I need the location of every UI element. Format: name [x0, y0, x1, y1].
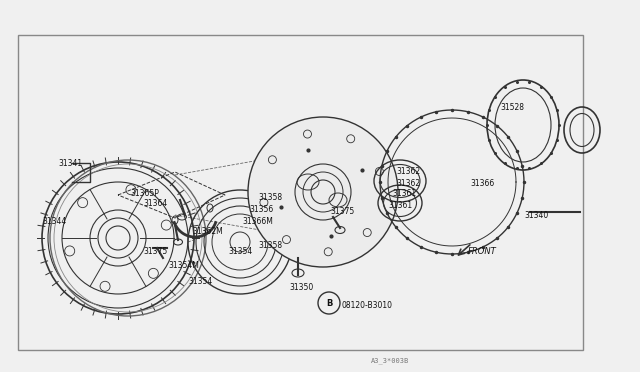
Text: 08120-B3010: 08120-B3010: [342, 301, 393, 310]
Text: 31365P: 31365P: [130, 189, 159, 198]
Bar: [18, 35, 583, 350]
Text: 31362: 31362: [396, 179, 420, 187]
Text: 31528: 31528: [500, 103, 524, 112]
Text: 31362: 31362: [396, 167, 420, 176]
Circle shape: [248, 117, 398, 267]
Text: 31356: 31356: [249, 205, 273, 215]
Text: 31358: 31358: [258, 241, 282, 250]
Text: 31354: 31354: [188, 276, 212, 285]
Text: 31340: 31340: [524, 211, 548, 219]
Text: 31341: 31341: [58, 158, 82, 167]
Text: FRONT: FRONT: [468, 247, 497, 257]
Text: 31364: 31364: [143, 199, 167, 208]
Text: B: B: [326, 298, 332, 308]
Text: 31358: 31358: [258, 193, 282, 202]
Text: 31354: 31354: [228, 247, 252, 256]
Text: 31375: 31375: [143, 247, 167, 256]
Text: 31350: 31350: [289, 283, 313, 292]
Text: 31354M: 31354M: [168, 260, 199, 269]
Text: 31361: 31361: [388, 201, 412, 209]
Text: 31344: 31344: [42, 218, 67, 227]
Text: A3_3*003B: A3_3*003B: [371, 357, 409, 364]
Text: 31362M: 31362M: [192, 228, 223, 237]
Text: 31366: 31366: [470, 179, 494, 187]
Text: 31366M: 31366M: [242, 218, 273, 227]
Text: 31361: 31361: [392, 189, 416, 199]
Text: 31375: 31375: [330, 208, 355, 217]
